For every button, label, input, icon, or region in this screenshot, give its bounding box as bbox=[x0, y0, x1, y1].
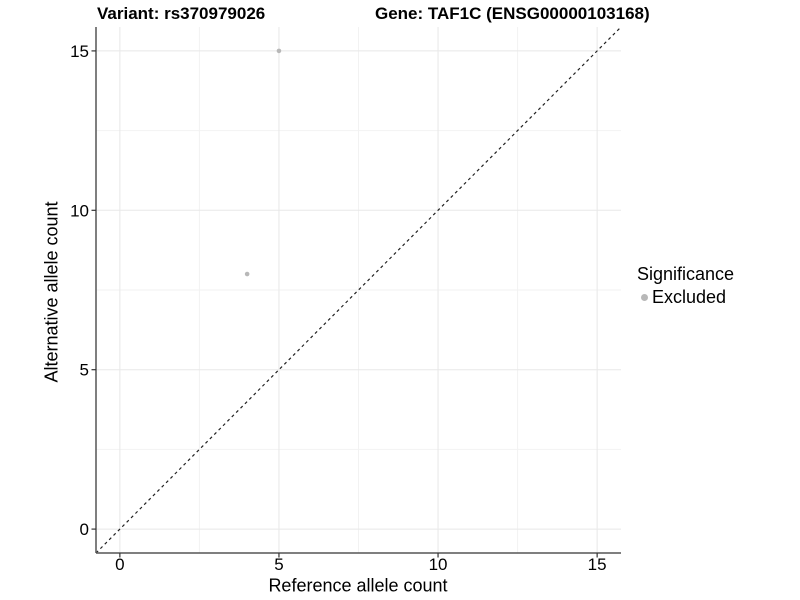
y-tick-label: 10 bbox=[70, 201, 89, 220]
data-point bbox=[244, 271, 250, 277]
plot-title-gene: Gene: TAF1C (ENSG00000103168) bbox=[375, 4, 650, 23]
legend-item-excluded: Excluded bbox=[637, 286, 734, 308]
x-tick-label: 5 bbox=[274, 555, 283, 574]
y-tick-label: 5 bbox=[80, 361, 89, 380]
legend: Significance Excluded bbox=[637, 263, 734, 308]
legend-item-label: Excluded bbox=[652, 287, 727, 307]
y-tick-label: 15 bbox=[70, 42, 89, 61]
y-tick-label: 0 bbox=[80, 520, 89, 539]
data-point bbox=[276, 48, 282, 54]
x-tick-label: 10 bbox=[429, 555, 448, 574]
excluded-point-icon bbox=[641, 293, 648, 301]
legend-title: Significance bbox=[637, 264, 735, 284]
x-axis-title: Reference allele count bbox=[268, 575, 448, 596]
y-axis-title: Alternative allele count bbox=[41, 201, 62, 383]
x-tick-label: 15 bbox=[588, 555, 607, 574]
plot-title-variant: Variant: rs370979026 bbox=[97, 4, 266, 23]
x-tick-label: 0 bbox=[115, 555, 124, 574]
